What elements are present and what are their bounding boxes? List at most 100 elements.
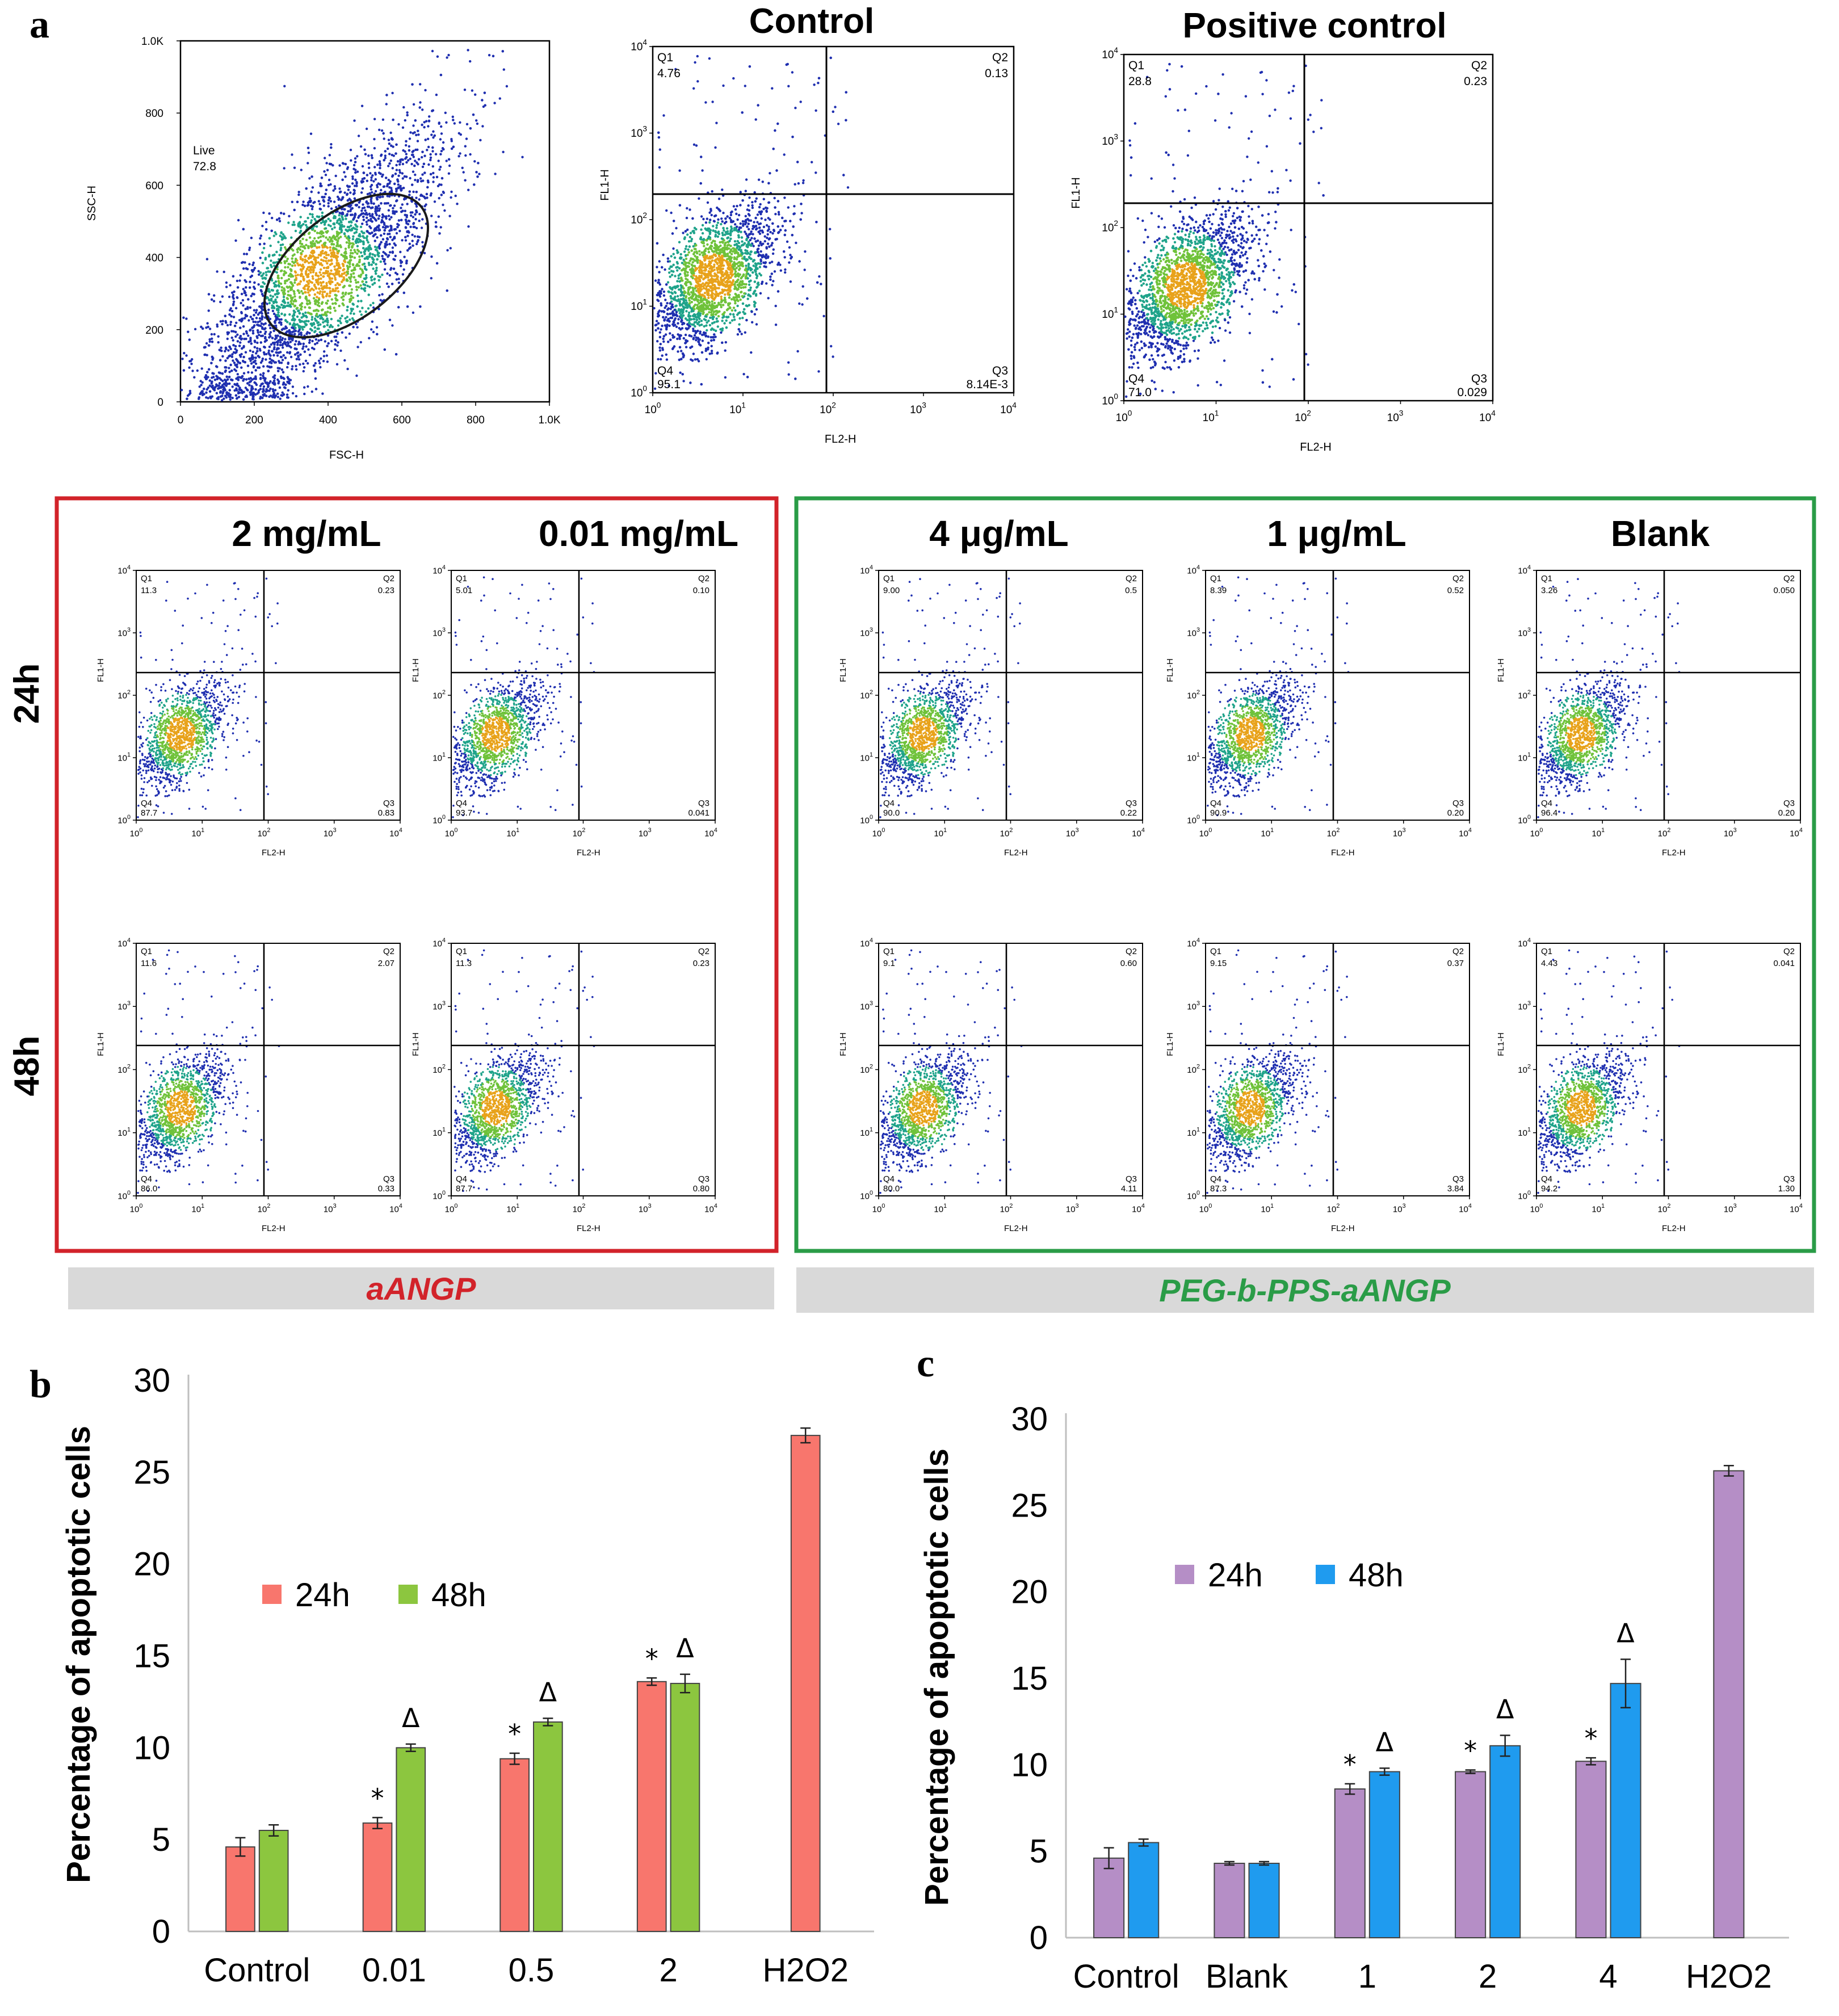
y-tick-label: 0 [1030,1920,1048,1956]
x-tick-base: 10 [1261,1205,1270,1215]
x-tick-exp: 2 [1009,1203,1013,1209]
quadrant-q4-value: 87.7 [456,1184,472,1194]
y-axis-label: FL1-H [96,658,106,682]
x-tick-label: 200 [245,414,263,426]
x-tick-base: 10 [1000,1205,1010,1215]
x-tick-exp: 0 [1208,1203,1212,1209]
y-tick-exp: 4 [127,937,131,944]
flow-plot-24h: Q13.26Q20.050Q496.4Q30.20100100101101102… [1496,564,1803,858]
y-tick-base: 10 [433,939,442,948]
y-tick-base: 10 [433,628,442,638]
x-tick-exp: 1 [516,1203,519,1209]
bar-24h [1094,1858,1124,1938]
y-axis-label: FL1-H [1070,177,1082,209]
x-tick-base: 10 [1658,829,1668,839]
x-tick-exp: 2 [1336,1203,1340,1209]
plot-frame [1206,943,1469,1196]
x-tick-label: 101 [934,1203,947,1215]
x-tick-label: 103 [1724,1203,1737,1215]
y-tick-label: 100 [631,384,647,400]
y-axis-label: FL1-H [411,1032,421,1056]
x-tick-label: 102 [258,1203,271,1215]
x-tick-exp: 2 [1307,409,1311,418]
x-tick-exp: 1 [1270,1203,1274,1209]
bar-24h [1214,1863,1244,1938]
quadrant-q1-name: Q1 [1541,947,1552,956]
x-tick-base: 10 [1658,1205,1668,1215]
quadrant-q3-name: Q3 [992,364,1008,377]
x-axis-label: FL2-H [1331,848,1355,858]
y-tick-exp: 0 [870,814,873,821]
y-tick-label: 104 [1102,46,1118,61]
y-tick-label: 104 [631,38,647,53]
y-tick-exp: 0 [643,384,647,393]
y-tick-label: 10 [133,1729,170,1766]
x-tick-exp: 4 [1468,827,1472,834]
row-label-24h: 24h [7,663,47,724]
x-tick-base: 10 [1724,829,1733,839]
quadrant-q1-value: 28.8 [1128,75,1152,88]
quadrant-q3-name: Q3 [383,1174,394,1184]
positive-control-title: Positive control [1182,6,1446,45]
y-tick-base: 10 [860,753,870,763]
x-tick-label: 101 [729,401,746,417]
x-axis-label: FL2-H [1662,1224,1686,1233]
y-tick-base: 10 [1102,136,1114,148]
y-tick-label: 101 [433,1127,446,1139]
x-tick-base: 10 [1530,1205,1540,1215]
x-tick-label: 100 [872,1203,885,1215]
y-tick-exp: 0 [870,1190,873,1196]
y-tick-base: 10 [1518,816,1527,825]
x-tick-base: 10 [1724,1205,1733,1215]
y-tick-base: 10 [1187,566,1196,576]
y-tick-label: 102 [1518,1063,1531,1075]
x-tick-exp: 1 [201,827,204,834]
y-tick-exp: 0 [127,1190,131,1196]
x-tick-label: 104 [1000,401,1017,417]
bar-48h [1249,1863,1279,1938]
quadrant-q2-value: 0.60 [1120,959,1137,968]
y-tick-label: 25 [133,1454,170,1491]
y-tick-exp: 0 [442,1190,446,1196]
quadrant-q2-name: Q2 [698,947,709,956]
x-tick-label: 100 [645,401,661,417]
y-tick-exp: 0 [127,814,131,821]
x-axis-label: FL2-H [262,848,285,858]
y-tick-base: 10 [1518,753,1527,763]
column-title: 1 μg/mL [1267,513,1406,554]
y-tick-label: 101 [1518,1127,1531,1139]
peg-group-label: PEG-b-PPS-aANGP [1159,1272,1451,1308]
control-title: Control [749,2,874,41]
x-tick-exp: 3 [648,827,652,834]
y-tick-base: 10 [1518,1128,1527,1138]
y-tick-base: 10 [860,816,870,825]
quadrant-q4-name: Q4 [1541,1174,1552,1184]
x-tick-base: 10 [573,1205,582,1215]
y-tick-base: 10 [117,816,127,825]
quadrant-q2-value: 0.10 [693,586,709,595]
x-tick-exp: 0 [1539,1203,1543,1209]
y-tick-label: 30 [133,1362,170,1399]
x-tick-label: 102 [1327,827,1340,839]
y-tick-exp: 2 [643,211,647,220]
x-tick-base: 10 [729,404,741,416]
quadrant-q3-name: Q3 [1783,799,1795,808]
x-tick-exp: 2 [1336,827,1340,834]
x-tick-label: 0 [178,414,184,426]
significance-delta: Δ [1376,1727,1394,1757]
y-tick-label: 100 [433,1190,446,1202]
y-tick-base: 10 [631,128,643,140]
x-category-label: 4 [1599,1958,1617,1995]
quadrant-q1-value: 8.39 [1210,586,1227,595]
quadrant-q1-value: 9.1 [883,959,895,968]
quadrant-q3-value: 0.041 [688,808,709,818]
panel-label-c: c [917,1342,934,1385]
x-tick-exp: 3 [1403,827,1406,834]
bar-24h [1576,1761,1606,1938]
x-axis-label: FL2-H [1662,848,1686,858]
y-tick-exp: 3 [1114,133,1118,141]
x-tick-exp: 1 [1601,827,1605,834]
quadrant-q1-name: Q1 [141,574,152,583]
y-tick-base: 10 [433,691,442,700]
y-tick-label: 0 [152,1913,170,1950]
